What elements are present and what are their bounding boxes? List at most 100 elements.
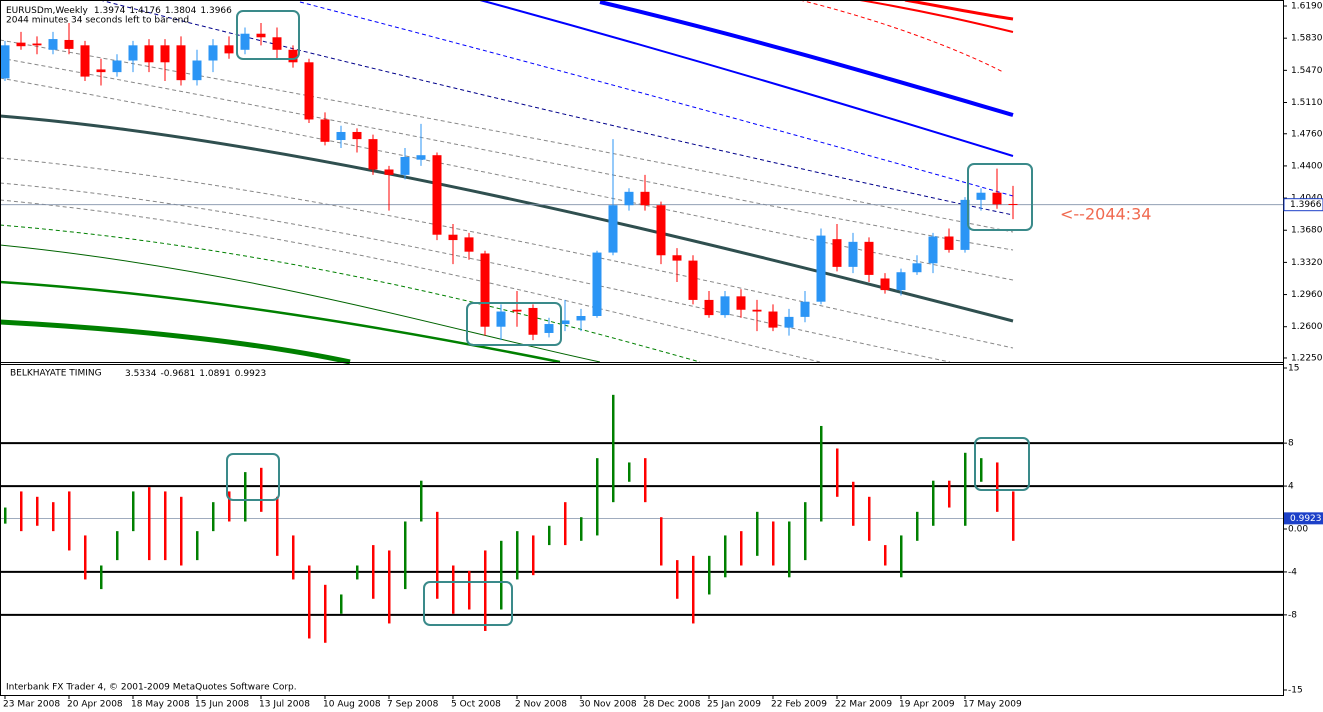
x-tick-label: 10 Aug 2008 xyxy=(323,700,381,710)
last-low: 1.3804 xyxy=(165,6,197,16)
timing-bar xyxy=(468,570,471,610)
candle-body xyxy=(640,191,650,206)
timing-bar xyxy=(164,491,167,561)
candle-body xyxy=(656,205,666,256)
candle-body xyxy=(880,278,890,291)
timing-bar xyxy=(388,550,391,624)
last-open: 1.3974 xyxy=(94,6,126,16)
candle-body xyxy=(496,311,506,327)
y-tick-label: -4 xyxy=(1288,567,1297,577)
candle-body xyxy=(912,263,922,273)
timing-bar xyxy=(276,496,279,556)
timing-bar xyxy=(260,467,263,512)
timing-bar xyxy=(564,502,567,546)
x-tick-label: 20 Apr 2008 xyxy=(67,700,123,710)
timing-bar xyxy=(948,480,951,508)
x-tick-label: 25 Jan 2009 xyxy=(707,700,761,710)
timing-bar xyxy=(836,448,839,497)
timer-label: <--2044:34 xyxy=(1060,205,1151,224)
timing-bar xyxy=(964,452,967,526)
candle-body xyxy=(240,33,250,50)
indicator-value: 3.5334 xyxy=(125,369,157,379)
candle-body xyxy=(896,272,906,291)
highlight-box xyxy=(226,453,280,501)
timing-bar xyxy=(868,496,871,541)
symbol: EURUSDm,Weekly xyxy=(6,6,89,16)
last-close: 1.3966 xyxy=(200,6,232,16)
last-high: 1.4176 xyxy=(129,6,161,16)
timing-bar xyxy=(228,491,231,522)
candle-body xyxy=(208,45,218,61)
timing-bar xyxy=(20,491,23,532)
timing-bar xyxy=(4,507,7,524)
y-tick-label: 0.00 xyxy=(1288,525,1308,535)
candle-body xyxy=(48,39,58,50)
timing-bar xyxy=(788,521,791,578)
y-tick-label: 15 xyxy=(1288,364,1299,374)
candle-body xyxy=(672,255,682,261)
x-tick-label: 2 Nov 2008 xyxy=(515,700,567,710)
candle-body xyxy=(400,156,410,175)
timing-bar xyxy=(596,458,599,536)
bar-timer-note: 2044 minutes 34 seconds left to bar end xyxy=(6,16,189,26)
candle-body xyxy=(736,296,746,310)
timing-bar xyxy=(900,535,903,578)
timing-bar xyxy=(484,550,487,631)
candle-body xyxy=(752,309,762,312)
band-line xyxy=(0,157,1014,349)
x-tick-label: 30 Nov 2008 xyxy=(579,700,637,710)
timing-bar xyxy=(244,472,247,522)
timing-bar xyxy=(884,545,887,566)
chart-title: EURUSDm,Weekly 1.3974 1.4176 1.3804 1.3966 xyxy=(6,6,232,16)
candle-body xyxy=(32,43,42,46)
candle-body xyxy=(336,131,346,141)
timing-bar xyxy=(996,462,999,512)
timing-bar xyxy=(132,491,135,532)
indicator-value: 1.0891 xyxy=(199,369,231,379)
timing-bar xyxy=(580,517,583,541)
candle-body xyxy=(176,45,186,81)
y-tick-label: 1.4400 xyxy=(1291,161,1323,171)
band-line xyxy=(0,244,601,363)
y-tick-label: 1.4760 xyxy=(1291,129,1323,139)
candle-body xyxy=(80,45,90,77)
band-line xyxy=(859,0,1014,33)
timing-bar xyxy=(532,535,535,576)
timing-bar xyxy=(52,502,55,532)
x-tick-label: 17 May 2009 xyxy=(963,700,1022,710)
x-tick-label: 23 Mar 2008 xyxy=(3,700,60,710)
band-line xyxy=(0,77,1014,281)
candle-body xyxy=(768,311,778,328)
candle-body xyxy=(96,69,106,73)
candle-body xyxy=(928,236,938,264)
x-tick-label: 15 Jun 2008 xyxy=(195,700,249,710)
candle-body xyxy=(944,236,954,250)
y-tick-label: 4 xyxy=(1288,482,1294,492)
timing-bar xyxy=(420,480,423,522)
x-tick-label: 7 Sep 2008 xyxy=(387,700,439,710)
timing-bar xyxy=(212,502,215,532)
indicator-values: 3.5334 -0.9681 1.0891 0.9923 xyxy=(125,369,266,379)
band-line xyxy=(0,182,951,363)
band-line xyxy=(0,280,561,364)
timing-bar xyxy=(628,462,631,482)
candle-body xyxy=(624,191,634,206)
timing-bar xyxy=(820,425,823,522)
band-line xyxy=(0,319,351,365)
band-line xyxy=(0,57,1014,251)
candle-body xyxy=(112,60,122,73)
candle-body xyxy=(64,39,74,49)
timing-bar xyxy=(356,565,359,580)
band-line xyxy=(799,0,1004,73)
timing-bar xyxy=(436,511,439,599)
current-price-label: 1.3966 xyxy=(1290,200,1322,210)
candle-body xyxy=(560,320,570,325)
candle-body xyxy=(304,62,314,120)
candle-body xyxy=(432,155,442,235)
candle-body xyxy=(1008,203,1018,205)
timing-bar xyxy=(308,565,311,639)
y-tick-label: 1.6190 xyxy=(1291,2,1323,12)
candle-body xyxy=(688,260,698,300)
candle-body xyxy=(352,131,362,140)
timing-bar xyxy=(180,496,183,566)
